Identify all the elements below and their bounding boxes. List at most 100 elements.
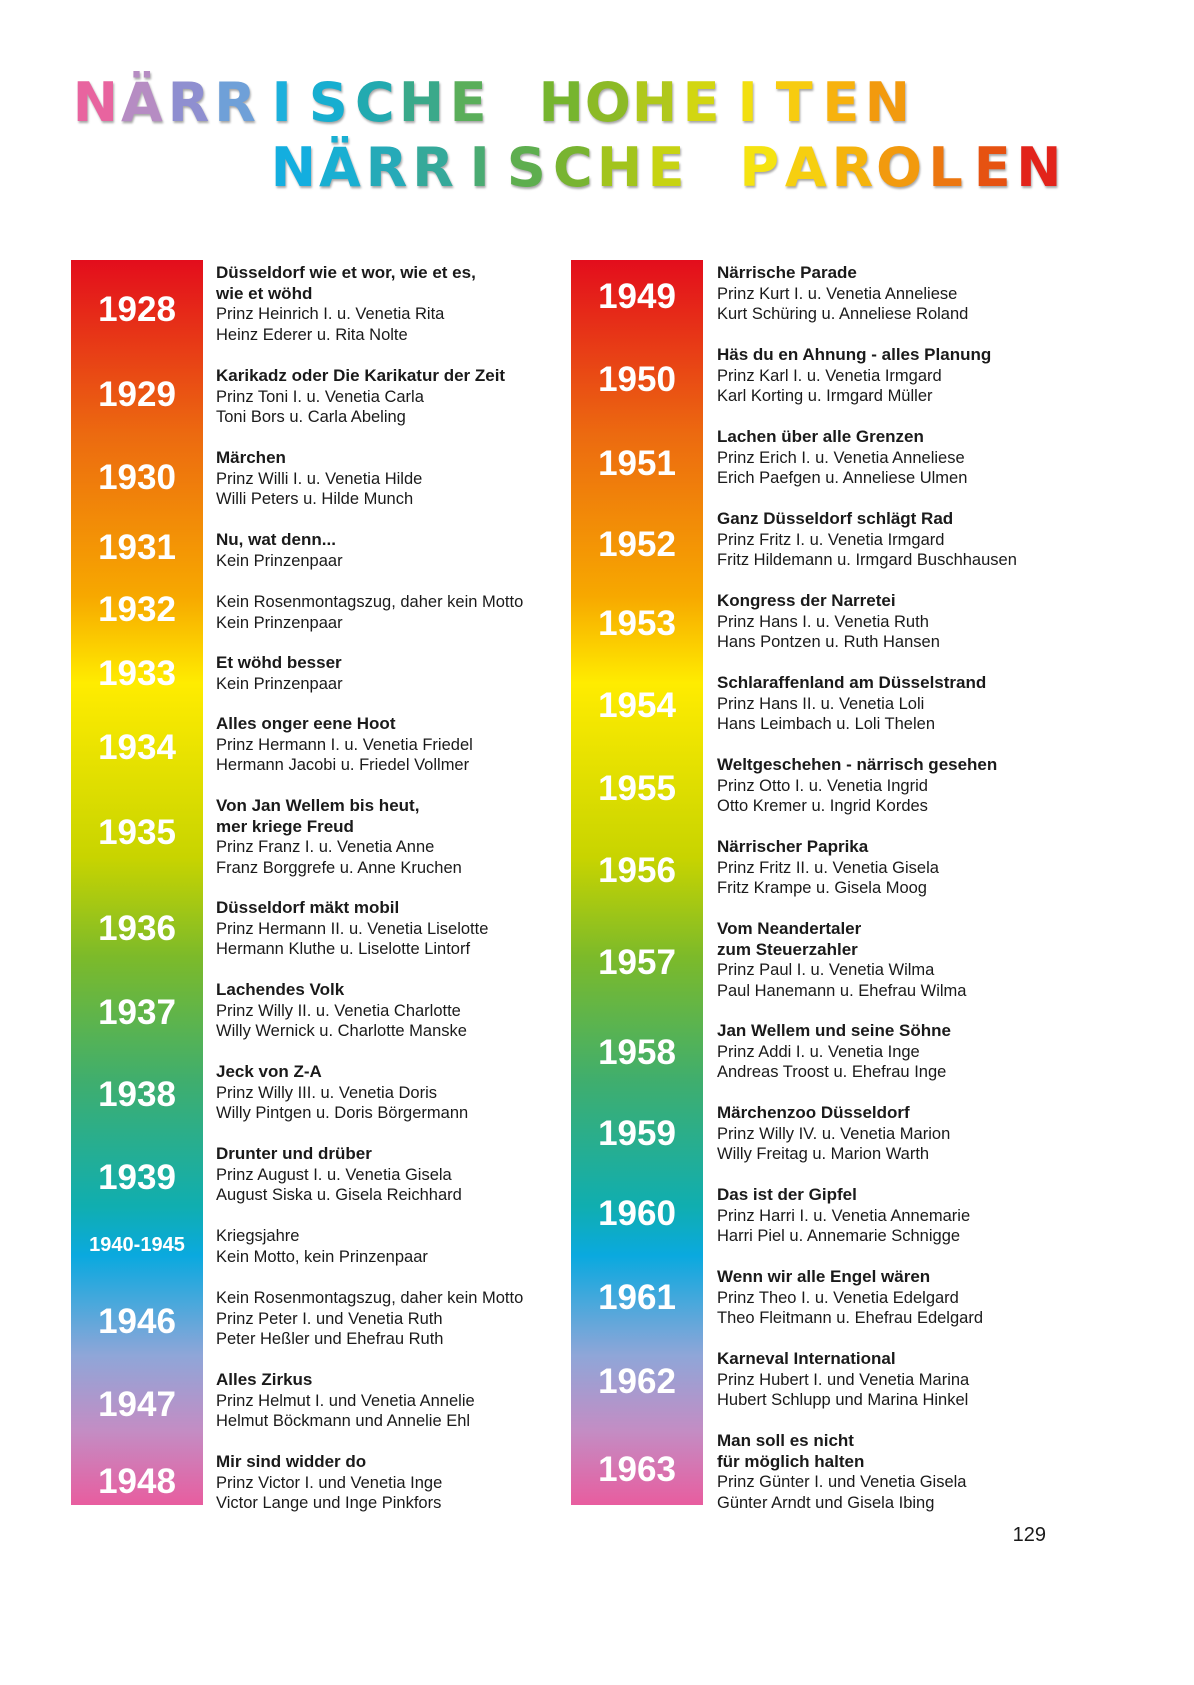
motto: Man soll es nicht bbox=[717, 1431, 854, 1450]
year-label: 1957 bbox=[598, 943, 676, 982]
chronology-entry: Alles Zirkus Prinz Helmut I. und Venetia … bbox=[216, 1370, 475, 1432]
chronology-entry: Kein Rosenmontagszug, daher kein Motto Ke… bbox=[216, 592, 523, 633]
entry-detail: Karl Korting u. Irmgard Müller bbox=[717, 387, 933, 406]
year-label: 1951 bbox=[598, 444, 676, 483]
motto: Märchen bbox=[216, 448, 286, 467]
year-label: 1931 bbox=[98, 528, 176, 567]
year-label: 1952 bbox=[598, 525, 676, 564]
year-label: 1937 bbox=[98, 993, 176, 1032]
chronology-entry: Kriegsjahre Kein Motto, kein Prinzenpaar bbox=[216, 1226, 428, 1267]
entry-detail: Willy Wernick u. Charlotte Manske bbox=[216, 1022, 467, 1041]
chronology-entry: Drunter und drüber Prinz August I. u. Ven… bbox=[216, 1144, 462, 1206]
motto: Mir sind widder do bbox=[216, 1452, 367, 1471]
title-letter: N bbox=[72, 71, 118, 134]
motto: wie et wöhd bbox=[216, 283, 313, 303]
year-label: 1950 bbox=[598, 360, 676, 399]
entry-detail: Hermann Jacobi u. Friedel Vollmer bbox=[216, 756, 470, 775]
year-bar-right bbox=[571, 260, 703, 1505]
motto: Schlaraffenland am Düsselstrand bbox=[717, 673, 987, 692]
title-letter: I bbox=[271, 71, 292, 134]
entry-detail: Prinz Kurt I. u. Venetia Anneliese bbox=[717, 284, 958, 303]
year-label: 1928 bbox=[98, 290, 176, 329]
entry-detail: Prinz Hermann I. u. Venetia Friedel bbox=[216, 735, 473, 754]
entry-detail: Prinz Willy II. u. Venetia Charlotte bbox=[216, 1001, 461, 1020]
title-letter: R bbox=[214, 71, 256, 134]
entry-detail: Harri Piel u. Annemarie Schnigge bbox=[717, 1227, 961, 1246]
entry-detail: Prinz Toni I. u. Venetia Carla bbox=[216, 387, 424, 406]
chronology-entry: Jan Wellem und seine Söhne Prinz Addi I. … bbox=[717, 1021, 951, 1083]
chronology-entry: Wenn wir alle Engel wären Prinz Theo I. u… bbox=[717, 1267, 983, 1329]
entry-detail: Hubert Schlupp und Marina Hinkel bbox=[717, 1391, 969, 1410]
title-letter: E bbox=[682, 71, 720, 134]
title-letter: E bbox=[647, 136, 685, 199]
entry-detail: Prinz Hubert I. und Venetia Marina bbox=[717, 1370, 970, 1389]
entry-detail: Günter Arndt und Gisela Ibing bbox=[717, 1494, 935, 1513]
entry-detail: Kurt Schüring u. Anneliese Roland bbox=[717, 305, 969, 324]
entry-detail: Otto Kremer u. Ingrid Kordes bbox=[717, 797, 928, 816]
chronology-entry: Lachendes Volk Prinz Willy II. u. Venetia… bbox=[216, 980, 467, 1042]
entry-detail: Prinz Hans I. u. Venetia Ruth bbox=[717, 612, 929, 631]
year-label: 1932 bbox=[98, 590, 176, 629]
chronology-entry: Närrische Parade Prinz Kurt I. u. Venetia… bbox=[717, 263, 968, 325]
year-label: 1933 bbox=[98, 654, 176, 693]
entry-detail: Prinz Harri I. u. Venetia Annemarie bbox=[717, 1206, 971, 1225]
entry-detail: Peter Heßler und Ehefrau Ruth bbox=[216, 1330, 444, 1349]
entry-detail: Hans Pontzen u. Ruth Hansen bbox=[717, 633, 940, 652]
year-label: 1962 bbox=[598, 1362, 676, 1401]
entry-detail: Erich Paefgen u. Anneliese Ulmen bbox=[717, 469, 968, 488]
title-letter bbox=[689, 133, 736, 203]
chronology-entry: Karneval International Prinz Hubert I. un… bbox=[717, 1349, 969, 1411]
year-label: 1960 bbox=[598, 1194, 676, 1233]
entry-detail: Hans Leimbach u. Loli Thelen bbox=[717, 715, 935, 734]
entry-detail: Prinz August I. u. Venetia Gisela bbox=[216, 1165, 452, 1184]
year-label: 1940-1945 bbox=[89, 1234, 185, 1256]
title-letter: R bbox=[831, 136, 874, 199]
chronology-entry: Weltgeschehen - närrisch gesehen Prinz Ot… bbox=[717, 755, 997, 817]
title-letter: R bbox=[365, 136, 408, 199]
year-label: 1949 bbox=[598, 277, 676, 316]
year-label: 1954 bbox=[598, 686, 676, 725]
motto: Närrischer Paprika bbox=[717, 837, 869, 856]
title-letter: L bbox=[928, 136, 963, 199]
entry-detail: Kriegsjahre bbox=[216, 1227, 300, 1245]
entry-detail: Willy Freitag u. Marion Warth bbox=[717, 1145, 930, 1164]
entry-detail: Paul Hanemann u. Ehefrau Wilma bbox=[717, 982, 967, 1001]
year-label: 1955 bbox=[598, 769, 676, 808]
entry-detail: Prinz Helmut I. und Venetia Annelie bbox=[216, 1391, 475, 1410]
chronology-entry: Vom Neandertaler zum Steuerzahler Prinz Pa… bbox=[717, 919, 966, 1002]
chronology-entry: Kein Rosenmontagszug, daher kein Motto Pr… bbox=[216, 1288, 523, 1350]
entry-detail: Kein Prinzenpaar bbox=[216, 613, 343, 632]
chronology-entry: Ganz Düsseldorf schlägt Rad Prinz Fritz I… bbox=[717, 509, 1017, 571]
motto: Drunter und drüber bbox=[216, 1144, 372, 1163]
chronology-entry: Düsseldorf wie et wor, wie et es, wie et … bbox=[216, 263, 476, 346]
title-letter bbox=[491, 68, 538, 138]
title-letter: O bbox=[584, 71, 631, 134]
year-label: 1936 bbox=[98, 909, 176, 948]
chronology-entry: Lachen über alle Grenzen Prinz Erich I. u… bbox=[717, 427, 967, 489]
title-letter: Ä bbox=[318, 136, 361, 199]
title-letter: E bbox=[822, 71, 860, 134]
chronology-entry: Jeck von Z-A Prinz Willy III. u. Venetia … bbox=[216, 1062, 468, 1124]
motto: Et wöhd besser bbox=[216, 653, 342, 672]
title-letter: S bbox=[506, 136, 546, 199]
motto: Vom Neandertaler bbox=[717, 919, 862, 938]
year-label: 1929 bbox=[98, 375, 176, 414]
title-line-2: NÄRR I S CH E P ARO L E N bbox=[270, 133, 1062, 203]
motto: Das ist der Gipfel bbox=[717, 1185, 857, 1204]
title-letter: H bbox=[596, 136, 643, 199]
entry-detail: Hermann Kluthe u. Liselotte Lintorf bbox=[216, 940, 471, 959]
title-letter: E bbox=[449, 71, 487, 134]
motto: Düsseldorf mäkt mobil bbox=[216, 898, 400, 917]
chronology-entry: Schlaraffenland am Düsselstrand Prinz Han… bbox=[717, 673, 986, 735]
year-label: 1948 bbox=[98, 1462, 176, 1501]
year-label: 1958 bbox=[598, 1033, 676, 1072]
entry-detail: Theo Fleitmann u. Ehefrau Edelgard bbox=[717, 1309, 983, 1328]
title-letter: R bbox=[412, 136, 454, 199]
chronology-entry: Märchen Prinz Willi I. u. Venetia Hilde Wi… bbox=[216, 448, 422, 510]
entry-detail: Prinz Paul I. u. Venetia Wilma bbox=[717, 961, 935, 980]
motto: Ganz Düsseldorf schlägt Rad bbox=[717, 509, 954, 528]
chronology-entry: Karikadz oder Die Karikatur der Zeit Prin… bbox=[216, 366, 505, 428]
entry-detail: Heinz Ederer u. Rita Nolte bbox=[216, 326, 408, 345]
title-letter: P bbox=[739, 136, 780, 199]
entry-detail: Andreas Troost u. Ehefrau Inge bbox=[717, 1063, 947, 1082]
